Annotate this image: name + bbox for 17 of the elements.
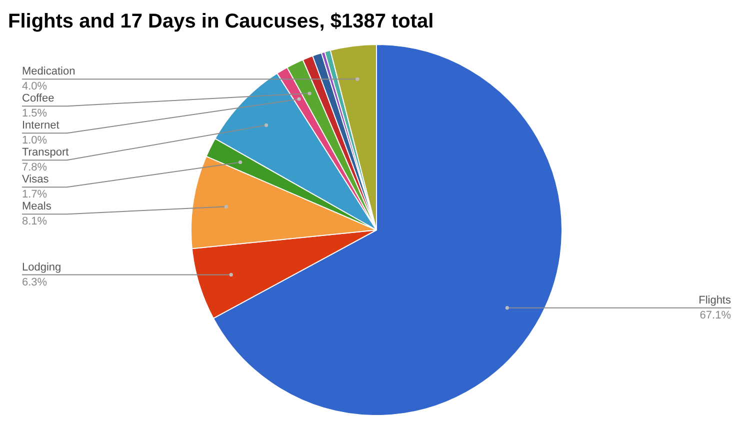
data-label: 1.0% (22, 134, 48, 147)
data-label: 8.1% (22, 216, 48, 228)
data-label: 67.1% (700, 309, 732, 322)
slice-label: Transport (22, 146, 69, 159)
slice-label: Internet (22, 120, 60, 132)
data-label: 1.7% (22, 188, 48, 201)
slice-label: Visas (22, 174, 50, 186)
slice-label: Flights (698, 294, 732, 306)
data-label: 6.3% (22, 276, 48, 288)
slice-label: Lodging (22, 261, 62, 274)
slice-label: Coffee (22, 92, 54, 105)
data-label: 1.5% (22, 108, 48, 120)
slice-label: Meals (22, 200, 52, 213)
data-label: 7.8% (22, 162, 48, 174)
data-label: 4.0% (22, 80, 48, 93)
slice-label: Medication (22, 66, 76, 78)
chart-title: Flights and 17 Days in Caucuses, $1387 total (8, 10, 434, 33)
